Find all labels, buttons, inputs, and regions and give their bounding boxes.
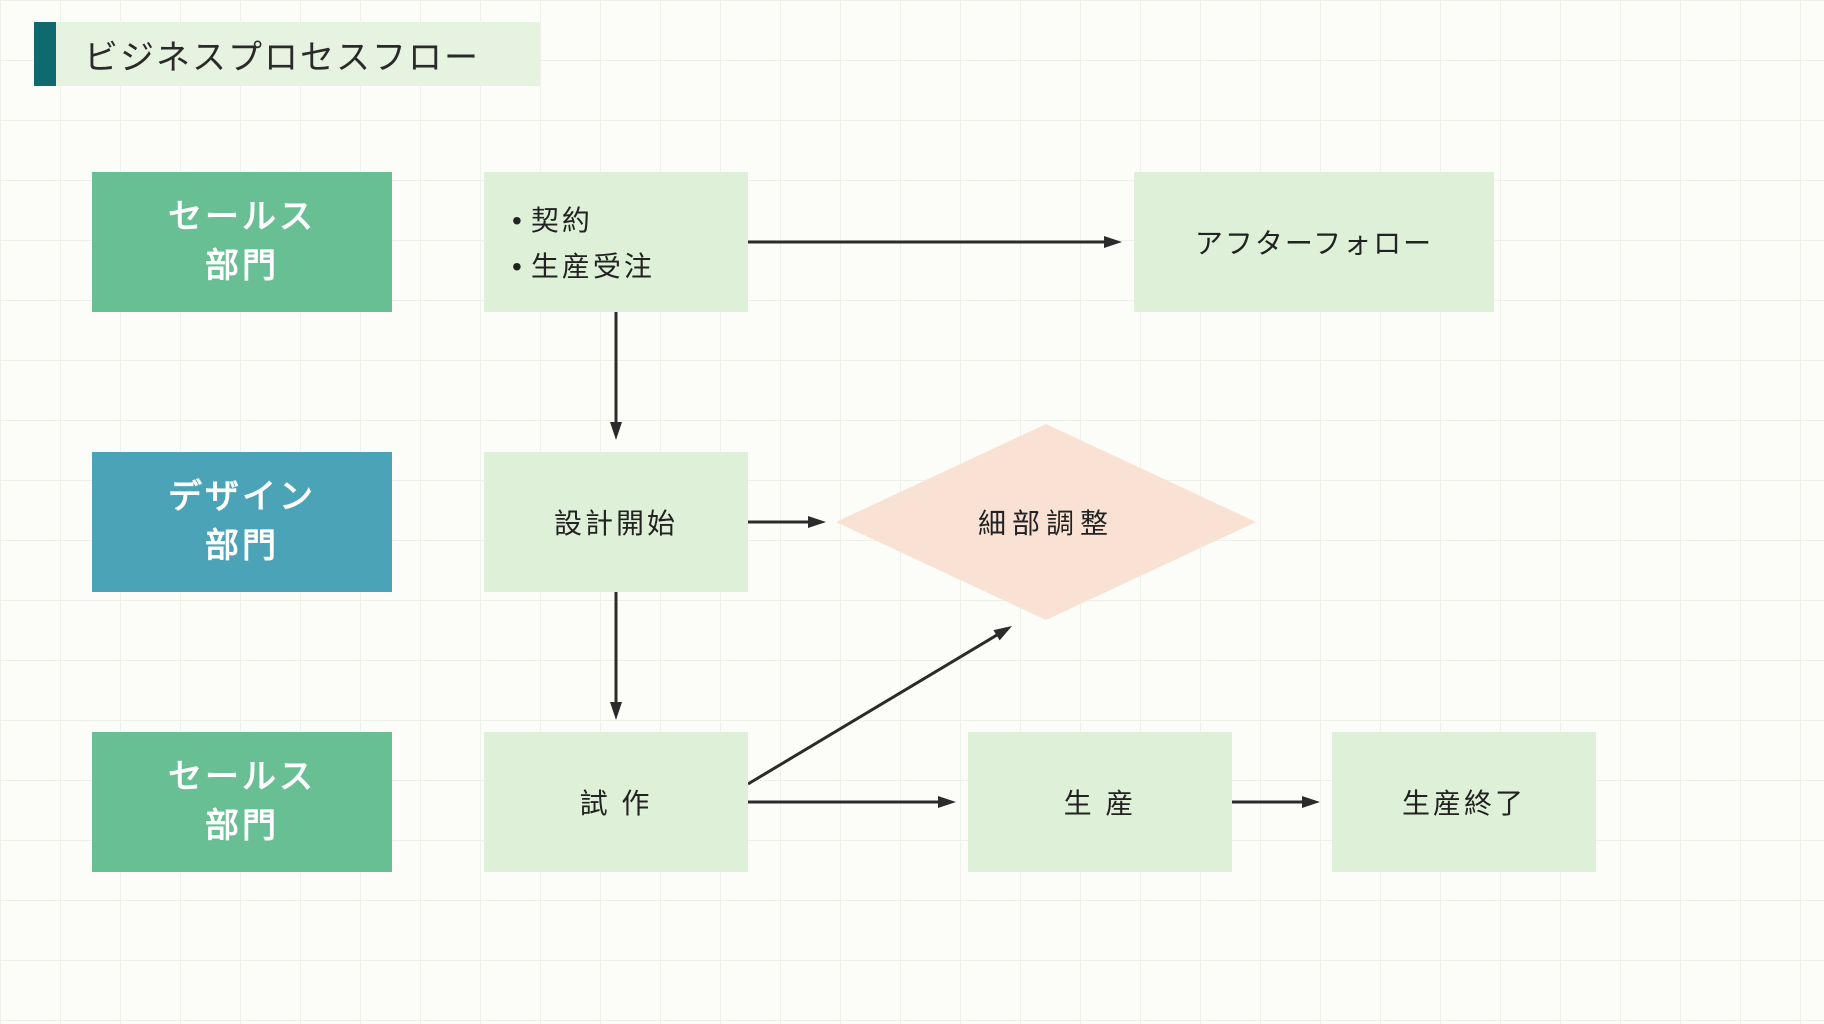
node-prod-end: 生産終了: [1332, 732, 1596, 872]
node-label-line: 部門: [168, 802, 316, 851]
node-item: 生産受注: [512, 245, 655, 285]
title-text: ビジネスプロセスフロー: [56, 22, 540, 86]
node-label-line: 部門: [168, 522, 316, 571]
node-label-line: セールス: [168, 193, 316, 242]
node-label: 設計開始: [554, 502, 678, 542]
node-label-line: セールス: [168, 753, 316, 802]
node-dept-sales-2: セールス部門: [92, 732, 392, 872]
title-accent-bar: [34, 22, 56, 86]
node-label: 試 作: [580, 782, 653, 822]
node-production: 生 産: [968, 732, 1232, 872]
node-afterfollow: アフターフォロー: [1134, 172, 1494, 312]
node-label-line: デザイン: [168, 473, 316, 522]
node-design-start: 設計開始: [484, 452, 748, 592]
node-label: 細部調整: [836, 424, 1256, 620]
node-item: 契約: [512, 199, 655, 239]
node-detail: 細部調整: [836, 424, 1256, 620]
node-dept-sales-1: セールス部門: [92, 172, 392, 312]
canvas: ビジネスプロセスフロー セールス部門デザイン部門セールス部門契約生産受注設計開始…: [0, 0, 1824, 1024]
node-item-list: 契約生産受注: [484, 193, 655, 291]
node-label-line: 部門: [168, 242, 316, 291]
node-dept-design: デザイン部門: [92, 452, 392, 592]
node-contract: 契約生産受注: [484, 172, 748, 312]
page-title: ビジネスプロセスフロー: [34, 22, 540, 86]
node-prototype: 試 作: [484, 732, 748, 872]
node-label: 生産終了: [1402, 782, 1526, 822]
node-label: アフターフォロー: [1195, 222, 1433, 262]
node-label: 生 産: [1064, 782, 1137, 822]
